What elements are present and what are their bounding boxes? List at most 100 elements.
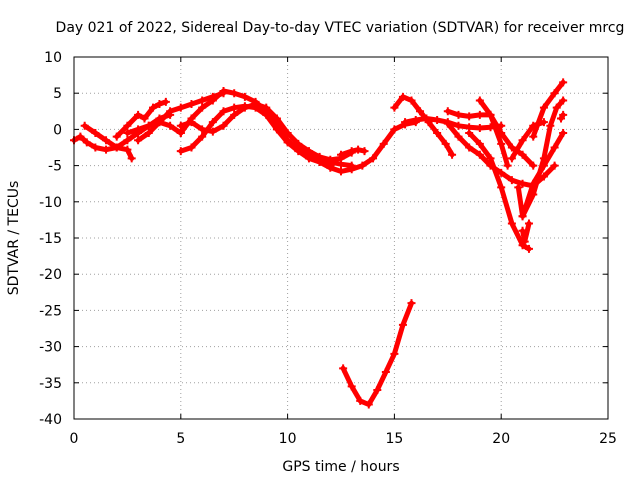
x-axis-label: GPS time / hours	[282, 459, 399, 475]
x-tick-label: 15	[385, 431, 403, 447]
data-point-marker	[390, 349, 399, 358]
data-point-marker	[475, 110, 484, 119]
data-point-marker	[507, 143, 516, 152]
data-point-marker	[364, 400, 373, 409]
data-point-marker	[486, 154, 495, 163]
data-point-marker	[529, 190, 538, 199]
data-point-marker	[208, 127, 217, 136]
data-point-marker	[539, 103, 548, 112]
data-point-marker	[411, 115, 420, 124]
data-point-marker	[91, 143, 100, 152]
data-point-marker	[219, 107, 228, 116]
data-point-marker	[518, 150, 527, 159]
data-point-marker	[559, 110, 568, 119]
data-point-marker	[497, 168, 506, 177]
data-point-marker	[407, 96, 416, 105]
data-point-marker	[441, 139, 450, 148]
data-point-marker	[251, 100, 260, 109]
y-tick-label: 10	[44, 50, 62, 66]
data-point-marker	[76, 132, 85, 141]
data-point-marker	[91, 129, 100, 138]
y-tick-label: -5	[48, 159, 62, 175]
data-point-marker	[80, 121, 89, 130]
data-point-marker	[454, 121, 463, 130]
data-point-marker	[379, 139, 388, 148]
data-point-marker	[230, 89, 239, 98]
data-point-marker	[176, 103, 185, 112]
data-point-marker	[443, 107, 452, 116]
data-point-marker	[354, 145, 363, 154]
data-point-marker	[390, 103, 399, 112]
data-point-marker	[550, 143, 559, 152]
data-point-marker	[166, 121, 175, 130]
data-point-marker	[529, 161, 538, 170]
y-tick-label: -35	[39, 376, 62, 392]
data-point-marker	[161, 97, 170, 106]
data-point-marker	[465, 143, 474, 152]
data-point-marker	[326, 163, 335, 172]
data-point-marker	[381, 367, 390, 376]
data-point-marker	[347, 165, 356, 174]
data-point-marker	[176, 147, 185, 156]
data-point-marker	[339, 364, 348, 373]
data-point-marker	[272, 125, 281, 134]
data-point-marker	[230, 110, 239, 119]
data-point-marker	[520, 237, 529, 246]
data-point-marker	[559, 129, 568, 138]
data-point-marker	[123, 121, 132, 130]
x-tick-label: 10	[279, 431, 297, 447]
y-axis-label: SDTVAR / TECUs	[6, 181, 22, 296]
series-arc-17	[477, 97, 511, 169]
data-point-marker	[144, 121, 153, 130]
data-point-marker	[134, 110, 143, 119]
data-point-marker	[539, 118, 548, 127]
data-point-marker	[475, 139, 484, 148]
data-point-marker	[262, 103, 271, 112]
data-point-marker	[407, 299, 416, 308]
data-point-marker	[155, 118, 164, 127]
data-point-marker	[514, 183, 523, 192]
data-point-marker	[475, 96, 484, 105]
series-arc-21	[530, 79, 566, 140]
chart-title: Day 021 of 2022, Sidereal Day-to-day VTE…	[56, 20, 625, 36]
y-tick-label: 0	[53, 122, 62, 138]
data-point-marker	[102, 136, 111, 145]
data-point-marker	[123, 129, 132, 138]
data-point-marker	[283, 129, 292, 138]
data-point-marker	[176, 121, 185, 130]
data-point-marker	[112, 143, 121, 152]
data-point-marker	[304, 147, 313, 156]
data-point-marker	[262, 110, 271, 119]
data-point-marker	[294, 139, 303, 148]
data-point-marker	[337, 167, 345, 176]
data-point-marker	[454, 132, 463, 141]
data-point-marker	[390, 125, 399, 134]
data-point-marker	[373, 386, 382, 395]
data-point-marker	[433, 129, 442, 138]
x-tick-label: 20	[492, 431, 510, 447]
data-point-marker	[198, 96, 207, 105]
y-tick-label: -20	[39, 267, 62, 283]
data-point-marker	[524, 244, 533, 253]
data-point-marker	[123, 145, 132, 154]
data-point-marker	[176, 129, 185, 138]
data-point-marker	[486, 110, 495, 119]
y-tick-label: -10	[39, 195, 62, 211]
data-point-marker	[337, 150, 345, 159]
data-point-marker	[497, 139, 506, 148]
data-point-marker	[524, 219, 533, 228]
data-point-marker	[369, 154, 378, 163]
x-tick-label: 0	[70, 431, 79, 447]
series-arc-19	[520, 97, 566, 219]
data-point-marker	[187, 143, 196, 152]
data-point-marker	[433, 115, 442, 124]
data-point-marker	[398, 320, 407, 329]
data-point-marker	[465, 129, 474, 138]
data-point-marker	[134, 136, 143, 145]
data-point-marker	[539, 172, 548, 181]
x-tick-label: 25	[599, 431, 617, 447]
data-point-marker	[475, 150, 484, 159]
data-point-marker	[518, 179, 527, 188]
data-point-marker	[102, 145, 111, 154]
data-series	[70, 78, 568, 409]
